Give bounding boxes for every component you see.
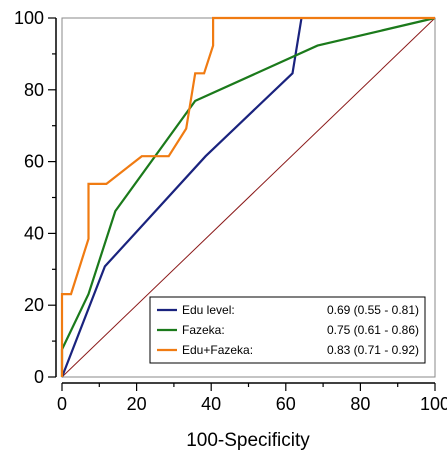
y-tick-label: 100 bbox=[14, 8, 44, 28]
y-tick-label: 0 bbox=[34, 367, 44, 387]
legend-stats: 0.75 (0.61 - 0.86) bbox=[327, 323, 419, 337]
y-tick-label: 80 bbox=[24, 80, 44, 100]
legend-stats: 0.83 (0.71 - 0.92) bbox=[327, 343, 419, 357]
series-line-3 bbox=[60, 16, 435, 377]
x-tick-label: 80 bbox=[350, 394, 370, 414]
y-tick-label: 20 bbox=[24, 295, 44, 315]
legend-label: Edu level: bbox=[182, 303, 235, 317]
x-axis-title: 100-Specificity bbox=[186, 430, 310, 451]
x-tick-label: 60 bbox=[276, 394, 296, 414]
y-tick-label: 40 bbox=[24, 223, 44, 243]
legend-stats: 0.69 (0.55 - 0.81) bbox=[327, 303, 419, 317]
legend-label: Edu+Fazeka: bbox=[182, 343, 253, 357]
reference-diagonal-line bbox=[61, 17, 436, 378]
x-tick-label: 20 bbox=[127, 394, 147, 414]
x-tick-label: 40 bbox=[201, 394, 221, 414]
y-tick-label: 60 bbox=[24, 152, 44, 172]
legend-box bbox=[149, 296, 426, 364]
legend-label: Fazeka: bbox=[182, 323, 225, 337]
x-tick-label: 0 bbox=[57, 394, 67, 414]
x-tick-label: 100 bbox=[420, 394, 447, 414]
